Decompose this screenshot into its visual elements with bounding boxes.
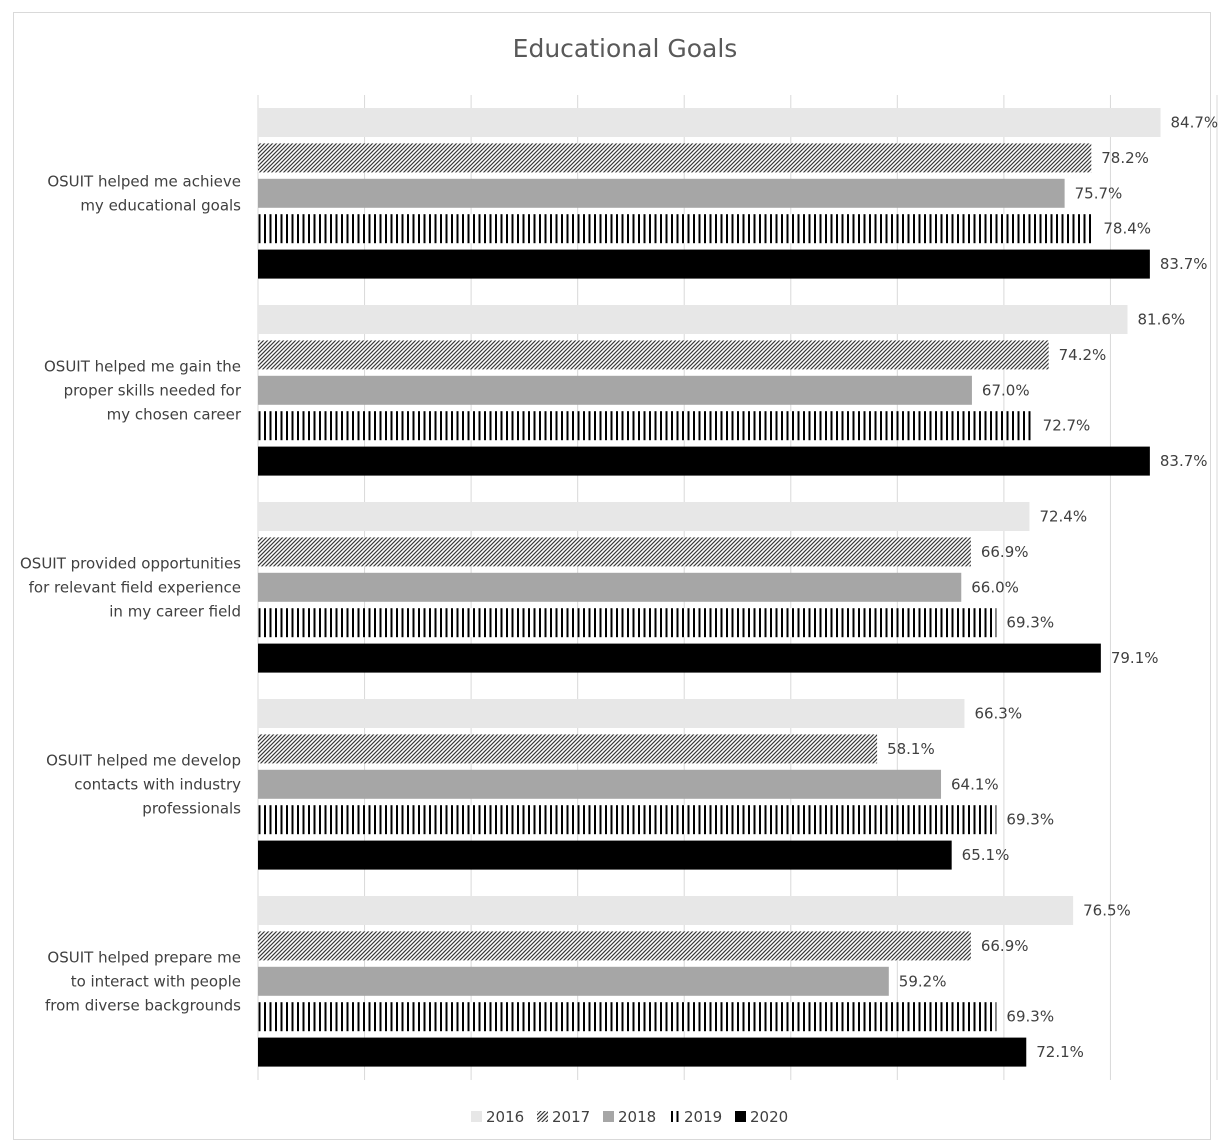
data-label: 67.0% <box>982 381 1030 399</box>
data-label: 72.1% <box>1036 1043 1084 1061</box>
bar-2020 <box>258 840 952 870</box>
bar-2017 <box>258 143 1092 173</box>
legend-item-2020: 2020 <box>735 1108 788 1126</box>
bar-2020 <box>258 249 1150 279</box>
data-label: 69.3% <box>1006 614 1054 632</box>
bar-2019 <box>258 411 1033 441</box>
data-label: 76.5% <box>1083 902 1131 920</box>
data-label: 78.4% <box>1103 220 1151 238</box>
bar-2016 <box>258 108 1161 137</box>
data-label: 81.6% <box>1137 311 1185 329</box>
bar-2017 <box>258 537 971 567</box>
legend-swatch <box>471 1111 482 1122</box>
category-labels: OSUIT helped me achieve my educational go… <box>20 172 242 1014</box>
bar-2019 <box>258 214 1094 244</box>
bar-2019 <box>258 805 997 835</box>
legend: 2016 2017 2018 2019 2020 <box>471 1108 788 1126</box>
data-label: 72.7% <box>1043 417 1091 435</box>
data-label: 84.7% <box>1171 114 1219 132</box>
data-label: 65.1% <box>962 846 1010 864</box>
legend-swatch <box>735 1111 746 1122</box>
data-label: 66.3% <box>974 705 1022 723</box>
legend-item-2017: 2017 <box>537 1108 590 1126</box>
legend-swatch <box>537 1111 548 1122</box>
data-label: 69.3% <box>1006 811 1054 829</box>
category-label: OSUIT helped me develop contacts with ind… <box>46 751 241 817</box>
legend-label: 2018 <box>618 1108 656 1126</box>
legend-label: 2017 <box>552 1108 590 1126</box>
bar-2018 <box>258 572 962 602</box>
data-label: 69.3% <box>1006 1008 1054 1026</box>
legend-label: 2020 <box>750 1108 788 1126</box>
bar-2016 <box>258 502 1030 531</box>
bars <box>258 108 1161 1067</box>
bar-2017 <box>258 340 1049 370</box>
bar-2018 <box>258 178 1065 208</box>
data-label: 66.0% <box>971 578 1019 596</box>
bar-2016 <box>258 305 1128 334</box>
bar-2020 <box>258 1037 1027 1067</box>
legend-item-2016: 2016 <box>471 1108 524 1126</box>
bar-2018 <box>258 769 942 799</box>
data-label: 59.2% <box>899 972 947 990</box>
bar-2016 <box>258 896 1074 925</box>
bar-2019 <box>258 1002 997 1032</box>
legend-item-2019: 2019 <box>669 1108 722 1126</box>
category-label: OSUIT helped prepare me to interact with … <box>45 948 241 1014</box>
data-label: 72.4% <box>1039 508 1087 526</box>
chart-title: Educational Goals <box>513 34 738 63</box>
category-label: OSUIT helped me gain the proper skills ne… <box>44 357 242 423</box>
bar-2018 <box>258 375 972 405</box>
legend-swatch <box>669 1111 680 1122</box>
data-label: 74.2% <box>1059 346 1107 364</box>
data-label: 83.7% <box>1160 452 1208 470</box>
data-label: 64.1% <box>951 775 999 793</box>
data-labels: 84.7% 78.2% 75.7% 78.4% 83.7% 81.6% 74.2% 67.0%… <box>887 114 1218 1062</box>
bar-2017 <box>258 931 971 961</box>
bar-2016 <box>258 699 965 728</box>
legend-label: 2019 <box>684 1108 722 1126</box>
legend-item-2018: 2018 <box>603 1108 656 1126</box>
data-label: 79.1% <box>1111 649 1159 667</box>
bar-2020 <box>258 446 1150 476</box>
bar-2017 <box>258 734 878 764</box>
bar-2019 <box>258 608 997 638</box>
bar-2018 <box>258 966 889 996</box>
data-label: 78.2% <box>1101 149 1149 167</box>
legend-swatch <box>603 1111 614 1122</box>
category-label: OSUIT provided opportunities for relevant… <box>20 554 241 620</box>
data-label: 66.9% <box>981 543 1029 561</box>
data-label: 75.7% <box>1075 184 1123 202</box>
legend-label: 2016 <box>486 1108 524 1126</box>
data-label: 66.9% <box>981 937 1029 955</box>
data-label: 58.1% <box>887 740 935 758</box>
category-label: OSUIT helped me achieve my educational go… <box>47 172 241 214</box>
data-label: 83.7% <box>1160 255 1208 273</box>
bar-2020 <box>258 643 1101 673</box>
